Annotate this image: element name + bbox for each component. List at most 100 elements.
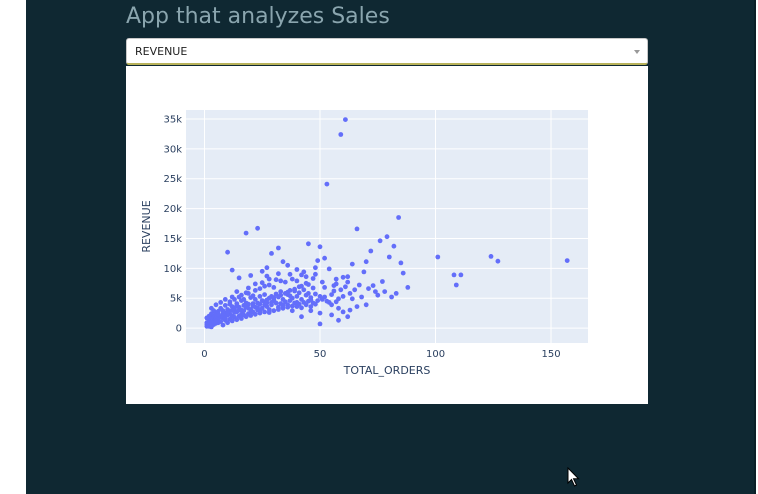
data-point[interactable] bbox=[287, 293, 293, 299]
data-point[interactable] bbox=[252, 311, 258, 317]
data-point[interactable] bbox=[313, 301, 318, 307]
data-point[interactable] bbox=[282, 279, 288, 285]
data-point[interactable] bbox=[220, 322, 226, 328]
data-point[interactable] bbox=[317, 321, 323, 327]
data-point[interactable] bbox=[225, 310, 230, 315]
data-point[interactable] bbox=[225, 249, 230, 255]
data-point[interactable] bbox=[375, 292, 381, 298]
data-point[interactable] bbox=[333, 299, 339, 305]
scatter-chart[interactable]: 0 50 100 150 0 5k 10k 15k 20k 25k 30k 35k TOTAL_ORDE… bbox=[126, 66, 648, 404]
data-point[interactable] bbox=[315, 298, 321, 303]
data-point[interactable] bbox=[248, 313, 254, 318]
metric-dropdown[interactable]: REVENUE bbox=[126, 38, 648, 65]
data-point[interactable] bbox=[313, 291, 318, 297]
data-point[interactable] bbox=[266, 282, 272, 288]
data-point[interactable] bbox=[306, 298, 311, 304]
data-point[interactable] bbox=[257, 294, 263, 299]
data-point[interactable] bbox=[213, 302, 219, 308]
data-point[interactable] bbox=[264, 297, 270, 303]
data-point[interactable] bbox=[222, 315, 228, 321]
data-point[interactable] bbox=[236, 307, 242, 313]
data-point[interactable] bbox=[370, 283, 376, 288]
data-point[interactable] bbox=[340, 274, 346, 280]
data-point[interactable] bbox=[338, 287, 344, 293]
data-point[interactable] bbox=[246, 285, 251, 291]
data-point[interactable] bbox=[354, 304, 360, 309]
data-point[interactable] bbox=[271, 308, 277, 314]
data-point[interactable] bbox=[273, 300, 279, 306]
data-point[interactable] bbox=[326, 266, 332, 272]
data-point[interactable] bbox=[391, 243, 397, 249]
data-point[interactable] bbox=[396, 215, 401, 220]
data-point[interactable] bbox=[340, 309, 346, 315]
data-point[interactable] bbox=[271, 285, 277, 290]
data-point[interactable] bbox=[232, 297, 237, 302]
data-point[interactable] bbox=[347, 291, 353, 296]
data-point[interactable] bbox=[319, 297, 325, 302]
data-point[interactable] bbox=[250, 301, 256, 306]
data-point[interactable] bbox=[294, 294, 300, 299]
data-point[interactable] bbox=[322, 255, 327, 261]
data-point[interactable] bbox=[222, 303, 228, 308]
data-point[interactable] bbox=[289, 276, 295, 282]
data-point[interactable] bbox=[296, 290, 302, 296]
data-point[interactable] bbox=[204, 315, 210, 321]
data-point[interactable] bbox=[345, 274, 351, 280]
data-point[interactable] bbox=[287, 298, 293, 303]
data-point[interactable] bbox=[299, 305, 304, 311]
data-point[interactable] bbox=[234, 303, 240, 309]
data-point[interactable] bbox=[294, 278, 300, 284]
data-point[interactable] bbox=[377, 238, 383, 244]
data-point[interactable] bbox=[282, 299, 288, 305]
data-point[interactable] bbox=[278, 292, 284, 298]
data-point[interactable] bbox=[458, 272, 464, 278]
data-point[interactable] bbox=[317, 310, 323, 316]
data-point[interactable] bbox=[204, 323, 210, 329]
data-point[interactable] bbox=[280, 305, 286, 311]
data-point[interactable] bbox=[315, 258, 321, 263]
data-point[interactable] bbox=[366, 286, 371, 291]
data-point[interactable] bbox=[241, 308, 247, 314]
data-point[interactable] bbox=[241, 297, 247, 302]
data-point[interactable] bbox=[382, 289, 388, 294]
data-point[interactable] bbox=[384, 234, 390, 240]
data-point[interactable] bbox=[285, 262, 291, 268]
data-point[interactable] bbox=[299, 314, 304, 320]
data-point[interactable] bbox=[271, 295, 277, 300]
data-point[interactable] bbox=[269, 300, 274, 305]
data-point[interactable] bbox=[336, 317, 341, 323]
data-point[interactable] bbox=[229, 267, 235, 273]
data-point[interactable] bbox=[262, 302, 267, 308]
data-point[interactable] bbox=[257, 286, 263, 291]
data-point[interactable] bbox=[333, 276, 339, 282]
data-point[interactable] bbox=[453, 282, 459, 288]
data-point[interactable] bbox=[255, 305, 260, 311]
data-point[interactable] bbox=[294, 304, 300, 309]
data-point[interactable] bbox=[276, 307, 281, 312]
data-point[interactable] bbox=[329, 312, 334, 318]
data-point[interactable] bbox=[236, 275, 242, 281]
data-point[interactable] bbox=[564, 258, 570, 263]
data-point[interactable] bbox=[257, 301, 263, 307]
data-point[interactable] bbox=[252, 281, 258, 287]
data-point[interactable] bbox=[255, 225, 260, 231]
data-point[interactable] bbox=[285, 289, 291, 295]
data-point[interactable] bbox=[343, 117, 348, 122]
data-point[interactable] bbox=[306, 282, 311, 287]
data-point[interactable] bbox=[220, 308, 226, 314]
data-point[interactable] bbox=[331, 288, 337, 294]
data-point[interactable] bbox=[252, 297, 258, 302]
data-point[interactable] bbox=[292, 286, 297, 292]
data-point[interactable] bbox=[222, 297, 228, 302]
data-point[interactable] bbox=[488, 254, 494, 259]
data-point[interactable] bbox=[234, 317, 240, 323]
data-point[interactable] bbox=[329, 302, 334, 308]
data-point[interactable] bbox=[308, 304, 314, 309]
data-point[interactable] bbox=[400, 270, 406, 276]
data-point[interactable] bbox=[262, 292, 267, 297]
data-point[interactable] bbox=[266, 310, 272, 315]
data-point[interactable] bbox=[343, 284, 348, 290]
data-point[interactable] bbox=[317, 244, 323, 250]
data-point[interactable] bbox=[380, 279, 385, 284]
data-point[interactable] bbox=[236, 294, 242, 300]
